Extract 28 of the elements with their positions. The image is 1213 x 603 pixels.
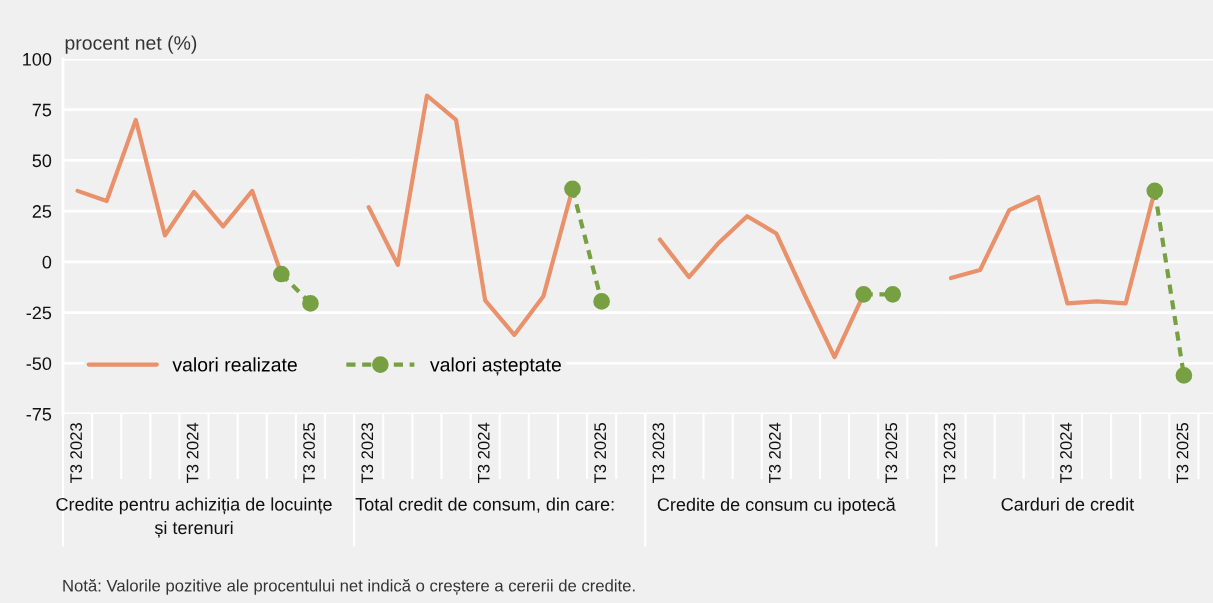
legend-label: valori așteptate bbox=[430, 357, 561, 376]
y-tick-label: -50 bbox=[26, 357, 52, 371]
text: Notă: Valorile pozitive ale procentului net indică o creștere a cererii de credite. bbox=[63, 579, 635, 595]
y-axis-title: procent net (%) bbox=[65, 35, 197, 54]
x-axis-title: Credite pentru achiziția de locuințe și terenuri bbox=[56, 497, 332, 538]
y-tick-label: 75 bbox=[32, 103, 52, 117]
x-tick-label: T3 2025 bbox=[594, 423, 607, 484]
y-tick-label: 50 bbox=[32, 154, 52, 168]
x-tick-label: T3 2023 bbox=[652, 423, 665, 484]
x-tick-label: T3 2024 bbox=[1060, 422, 1072, 484]
x-tick-label: T3 2024 bbox=[186, 422, 199, 484]
x-tick-label: T3 2023 bbox=[70, 423, 83, 484]
x-axis-title: Total credit de consum, din care: bbox=[355, 497, 614, 513]
x-axis-title: Carduri de credit bbox=[1001, 497, 1135, 511]
x-tick-label: T3 2024 bbox=[477, 422, 490, 484]
x-tick-label: T3 2025 bbox=[885, 423, 898, 484]
x-tick-label: T3 2024 bbox=[768, 422, 781, 484]
y-tick-label: -75 bbox=[26, 408, 52, 421]
legend-label: valori realizate bbox=[172, 357, 297, 372]
y-tick-label: 0 bbox=[42, 255, 52, 269]
x-axis-title: Credite de consum cu ipotecă bbox=[657, 497, 896, 515]
x-tick-label: T3 2025 bbox=[303, 423, 315, 484]
y-tick-label: 25 bbox=[32, 205, 52, 218]
x-tick-label: T3 2023 bbox=[943, 423, 956, 484]
y-tick-label: -25 bbox=[26, 306, 52, 320]
x-tick-label: T3 2025 bbox=[1176, 423, 1189, 484]
x-tick-label: T3 2023 bbox=[361, 423, 374, 484]
y-tick-label: 100 bbox=[23, 52, 52, 66]
